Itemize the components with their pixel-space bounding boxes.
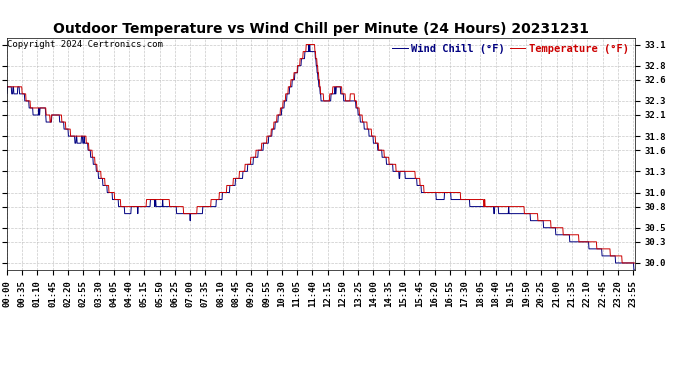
Wind Chill (°F) <box>213 197 221 202</box>
Wind Chill (°F) <box>419 190 427 195</box>
Temperature (°F) <box>213 197 221 202</box>
Temperature (°F) <box>142 197 150 202</box>
Temperature (°F) <box>618 261 627 265</box>
Line: Temperature (°F): Temperature (°F) <box>7 45 635 263</box>
Title: Outdoor Temperature vs Wind Chill per Minute (24 Hours) 20231231: Outdoor Temperature vs Wind Chill per Mi… <box>53 22 589 36</box>
Wind Chill (°F) <box>631 268 639 272</box>
Line: Wind Chill (°F): Wind Chill (°F) <box>7 45 635 270</box>
Wind Chill (°F) <box>556 232 564 237</box>
Text: Copyright 2024 Certronics.com: Copyright 2024 Certronics.com <box>7 40 163 49</box>
Temperature (°F) <box>501 204 509 209</box>
Temperature (°F) <box>302 42 311 47</box>
Wind Chill (°F) <box>142 204 150 209</box>
Legend: Wind Chill (°F), Temperature (°F): Wind Chill (°F), Temperature (°F) <box>391 43 629 55</box>
Temperature (°F) <box>3 85 11 89</box>
Wind Chill (°F) <box>305 42 313 47</box>
Temperature (°F) <box>419 183 427 188</box>
Wind Chill (°F) <box>127 204 135 209</box>
Wind Chill (°F) <box>3 92 11 96</box>
Wind Chill (°F) <box>630 268 638 272</box>
Wind Chill (°F) <box>501 211 509 216</box>
Temperature (°F) <box>127 204 135 209</box>
Temperature (°F) <box>631 261 639 265</box>
Temperature (°F) <box>556 225 564 230</box>
